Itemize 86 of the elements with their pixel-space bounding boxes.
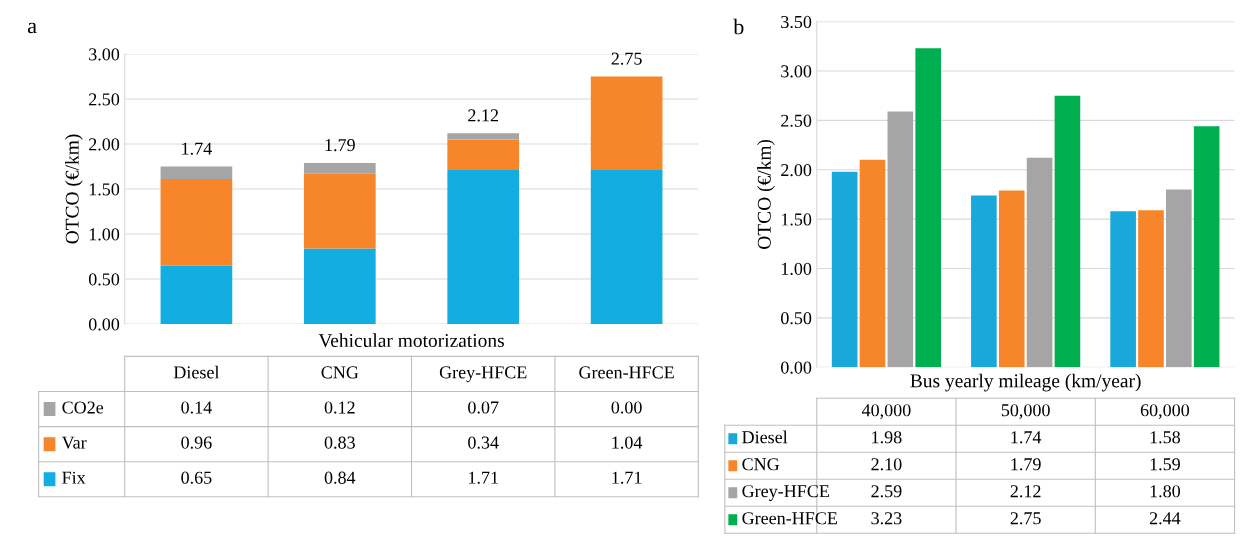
bar (447, 170, 520, 324)
bar (1110, 211, 1136, 368)
y-tick-label: 3.00 (781, 65, 812, 78)
y-tick-label: 1.00 (89, 228, 120, 241)
data-label: 1.04 (612, 436, 643, 449)
data-label: 1.80 (1150, 485, 1181, 498)
x-tick-label: Diesel (173, 365, 220, 379)
bar (1166, 189, 1192, 368)
y-tick-label: 0.00 (88, 318, 120, 331)
bar (1054, 95, 1081, 368)
legend-label: CO2e (62, 401, 104, 414)
data-label: 2.59 (871, 485, 902, 498)
chart-title: b (733, 18, 744, 35)
data-label: 0.96 (181, 436, 212, 449)
bar (1193, 126, 1220, 368)
data-label: 1.74 (1011, 431, 1042, 444)
data-label: 0.12 (324, 401, 355, 414)
bar (447, 139, 520, 171)
data-label: 0.14 (181, 401, 212, 414)
legend-label: Grey-HFCE (742, 485, 829, 501)
data-label: 1.98 (872, 431, 902, 444)
bar (1026, 157, 1053, 368)
y-tick-label: 1.00 (781, 262, 812, 275)
legend-label: Diesel (742, 430, 788, 444)
data-label: 2.12 (1010, 485, 1041, 498)
y-axis-title: OTCO (€/km) (65, 134, 83, 244)
bar (160, 166, 233, 180)
legend-label: Green-HFCE (742, 512, 837, 525)
bar (590, 170, 663, 324)
total-label: 2.75 (611, 52, 642, 65)
y-tick-label: 1.50 (781, 213, 812, 226)
y-tick-label: 1.50 (89, 183, 120, 196)
data-label: 1.79 (1011, 458, 1041, 471)
x-tick-label: 60,000 (1140, 404, 1190, 419)
bar (160, 179, 233, 266)
bar (887, 111, 914, 368)
y-axis-title: OTCO (€/km) (757, 139, 775, 249)
data-label: 0.65 (181, 471, 212, 484)
y-tick-label: 3.00 (89, 48, 120, 61)
data-label: 1.71 (612, 471, 642, 484)
bar (303, 173, 376, 249)
x-tick-label: Green-HFCE (579, 366, 674, 379)
y-tick-label: 3.50 (781, 15, 812, 29)
y-tick-label: 2.50 (781, 114, 812, 127)
y-tick-label: 0.00 (781, 361, 812, 374)
bar (303, 248, 376, 324)
bar (859, 159, 886, 368)
bar (160, 265, 233, 324)
data-label: 3.23 (871, 512, 902, 525)
x-tick-label: CNG (321, 366, 359, 379)
total-label: 2.12 (468, 109, 499, 122)
data-label: 1.58 (1150, 431, 1181, 444)
y-tick-label: 2.50 (89, 93, 120, 106)
y-tick-label: 0.50 (88, 273, 120, 286)
legend-label: Fix (62, 471, 86, 484)
data-label: 0.07 (468, 401, 499, 414)
bar (447, 133, 520, 140)
total-label: 1.79 (325, 139, 355, 152)
data-label: 1.59 (1150, 458, 1180, 471)
data-label: 1.71 (469, 471, 498, 484)
x-axis-title: Vehicular motorizations (318, 333, 504, 348)
data-label: 0.83 (324, 436, 355, 449)
bar (590, 76, 663, 171)
x-tick-label: Grey-HFCE (439, 366, 527, 383)
data-label: 2.10 (871, 458, 902, 471)
y-tick-label: 2.00 (781, 163, 812, 177)
bar (915, 48, 941, 368)
bar (971, 195, 997, 368)
x-tick-label: 40,000 (861, 404, 911, 419)
x-axis-title: Bus yearly mileage (km/year) (910, 373, 1141, 392)
legend-label: Var (61, 436, 87, 449)
data-label: 2.75 (1010, 512, 1041, 525)
bar (1138, 210, 1164, 368)
chart-title: a (27, 22, 37, 34)
data-label: 2.44 (1149, 512, 1181, 525)
bar (303, 162, 376, 174)
y-tick-label: 0.50 (781, 312, 812, 325)
y-tick-label: 2.00 (89, 138, 120, 151)
bar (831, 171, 858, 368)
data-label: 0.34 (468, 436, 499, 449)
x-tick-label: 50,000 (1001, 404, 1050, 419)
legend-label: CNG (742, 458, 780, 471)
total-label: 1.74 (182, 142, 212, 155)
data-label: 0.00 (611, 401, 642, 414)
bar (998, 190, 1025, 368)
data-label: 0.84 (324, 471, 356, 484)
